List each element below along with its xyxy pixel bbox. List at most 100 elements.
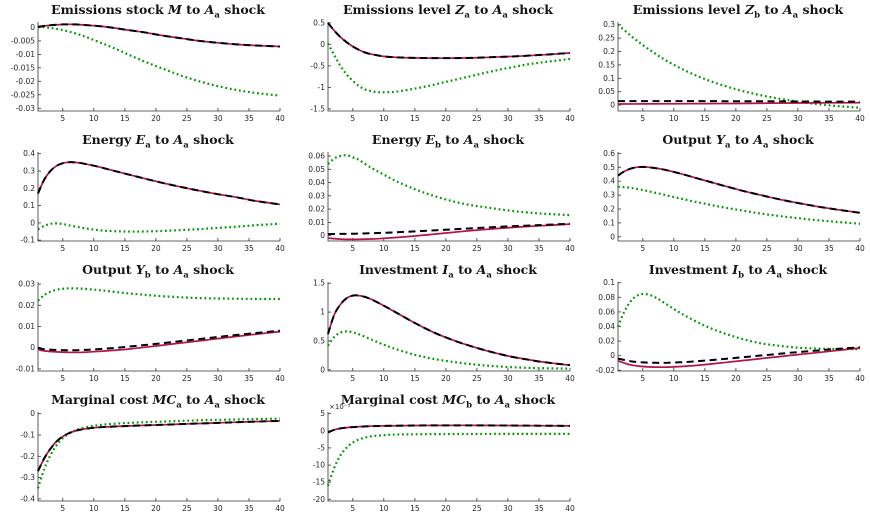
- y-tick-label: -1: [318, 83, 326, 92]
- y-tick-label: 0.2: [603, 205, 615, 214]
- y-tick-label: 0.04: [598, 322, 615, 331]
- y-tick-label: -1.5: [310, 104, 325, 113]
- y-tick-label: 0: [610, 101, 615, 110]
- series-dotted-line: [617, 185, 861, 225]
- x-tick-label: 20: [151, 504, 161, 513]
- x-tick-label: 20: [731, 114, 741, 123]
- y-tick-label: -0.02: [16, 77, 36, 86]
- y-tick-label: 0: [30, 218, 35, 227]
- x-tick-label: 15: [120, 504, 130, 513]
- y-tick-label: 0: [610, 232, 615, 241]
- x-tick-label: 30: [793, 374, 803, 383]
- axis-lines: [327, 22, 570, 112]
- series-dotted-line: [36, 417, 281, 489]
- subplot-output-Yb: Output Yb to Aa shock 0.03 0.02 0.01 0 -0.01 5…: [0, 260, 290, 390]
- y-tick-label: 0.5: [313, 336, 325, 345]
- y-tick-label: 0.2: [603, 47, 615, 56]
- chart-canvas-output-Yb: 0.03 0.02 0.01 0 -0.01 5 10 15 20 25 30 35 40: [16, 280, 285, 383]
- x-tick-label: 5: [350, 504, 355, 513]
- chart-canvas-energy-Eb: 0.06 0.05 0.04 0.03 0.02 0.01 0 5 10 15 20 25 30 35 40: [308, 152, 575, 254]
- chart-canvas-marginal-cost-MCb: 5 0 -5 -10 -15 -20 5 10 15 20 25 30 35 40 ×10⁻³: [313, 403, 575, 513]
- y-tick-label: -5: [318, 443, 326, 452]
- x-tick-label: 35: [534, 244, 544, 253]
- chart-canvas-emissions-stock-M: 0 -0.005 -0.01 -0.015 -0.02 -0.025 -0.03 5 10 15 2…: [11, 22, 285, 123]
- x-tick-label: 25: [472, 244, 482, 253]
- chart-title-emissions-level-Za: Emissions level Za to Aa shock: [343, 2, 553, 21]
- x-tick-label: 5: [350, 114, 355, 123]
- y-tick-label: 0.25: [598, 34, 615, 43]
- x-tick-label: 20: [441, 374, 451, 383]
- y-tick-label: 0.3: [603, 20, 615, 29]
- y-tick-label: 0.2: [23, 184, 35, 193]
- series-dotted-line: [326, 432, 570, 486]
- chart-title-energy-Eb: Energy Eb to Aa shock: [371, 132, 525, 151]
- y-tick-label: 0.04: [308, 178, 325, 187]
- y-tick-label: -0.4: [20, 494, 35, 503]
- series-dashed-line: [37, 161, 281, 206]
- subplot-emissions-stock-M: Emissions stock M to Aa shock 0 -0.005 -0.0…: [0, 0, 290, 130]
- chart-canvas-energy-Ea: 0.4 0.3 0.2 0.1 0 -0.1 5 10 15 20 25 30 35 40: [20, 149, 285, 253]
- chart-title-marginal-cost-MCa: Marginal cost MCa to Aa shock: [51, 392, 265, 411]
- x-tick-label: 25: [182, 244, 192, 253]
- series-dashed-line: [618, 100, 861, 103]
- x-tick-label: 15: [700, 374, 710, 383]
- y-tick-label: -0.005: [11, 36, 35, 45]
- y-tick-label: -0.01: [16, 50, 36, 59]
- x-tick-label: 10: [89, 114, 99, 123]
- axis-lines: [37, 22, 280, 112]
- x-tick-label: 10: [669, 114, 679, 123]
- series-solid-line: [37, 330, 281, 354]
- axis-lines: [327, 412, 570, 502]
- x-tick-label: 15: [410, 374, 420, 383]
- x-tick-label: 30: [213, 374, 223, 383]
- x-tick-label: 5: [640, 244, 645, 253]
- x-tick-label: 35: [824, 244, 834, 253]
- chart-canvas-emissions-level-Zb: 0.3 0.25 0.2 0.15 0.1 0.05 0 5 10 15 20 25 30 35 40: [598, 20, 865, 123]
- y-tick-label: -15: [313, 478, 325, 487]
- y-tick-label: 1.5: [313, 279, 325, 288]
- x-tick-label: 15: [120, 374, 130, 383]
- x-tick-label: 5: [350, 374, 355, 383]
- y-tick-label: 0.1: [603, 278, 615, 287]
- y-tick-label: -0.015: [11, 63, 35, 72]
- x-tick-label: 15: [410, 244, 420, 253]
- x-tick-label: 15: [700, 244, 710, 253]
- y-tick-label: 0: [30, 343, 35, 352]
- x-tick-label: 30: [793, 114, 803, 123]
- chart-title-investment-Ib: Investment Ib to Aa shock: [648, 262, 828, 281]
- series-solid-line: [617, 166, 861, 214]
- x-tick-label: 10: [89, 244, 99, 253]
- x-tick-label: 5: [640, 114, 645, 123]
- x-tick-label: 40: [855, 374, 865, 383]
- chart-canvas-investment-Ia: 1.5 1 0.5 0 5 10 15 20 25 30 35 40: [313, 279, 575, 383]
- series-dashed-line: [617, 165, 861, 214]
- x-tick-label: 35: [244, 374, 254, 383]
- x-tick-label: 40: [565, 114, 575, 123]
- x-tick-label: 15: [120, 244, 130, 253]
- x-tick-label: 30: [213, 504, 223, 513]
- series-dotted-line: [327, 330, 571, 370]
- series-dashed-line: [327, 22, 571, 60]
- y-tick-label: 0.1: [603, 218, 615, 227]
- subplot-marginal-cost-MCb: Marginal cost MCb to Aa shock 5 0 -5 -10 -15 -…: [290, 390, 580, 520]
- y-tick-label: 0.03: [18, 280, 35, 289]
- x-tick-label: 40: [855, 244, 865, 253]
- x-tick-label: 30: [213, 114, 223, 123]
- chart-canvas-output-Ya: 0.6 0.5 0.4 0.3 0.2 0.1 0 5 10 15 20 25 30 35 40: [603, 149, 865, 253]
- y-tick-label: 0.5: [313, 18, 325, 27]
- series-dotted-line: [327, 154, 571, 217]
- x-tick-label: 10: [89, 504, 99, 513]
- y-tick-label: 0: [610, 351, 615, 360]
- y-tick-label: 0: [320, 40, 325, 49]
- y-tick-label: 5: [320, 409, 325, 418]
- x-tick-label: 40: [275, 374, 285, 383]
- series-solid-line: [617, 347, 861, 369]
- axis-lines: [327, 152, 570, 242]
- x-tick-label: 25: [182, 504, 192, 513]
- chart-title-investment-Ia: Investment Ia to Aa shock: [359, 262, 537, 281]
- y-tick-label: -0.01: [16, 364, 36, 373]
- x-tick-label: 10: [379, 374, 389, 383]
- y-tick-label: 0.6: [603, 149, 615, 158]
- y-tick-label: -20: [313, 495, 325, 504]
- x-tick-label: 40: [565, 504, 575, 513]
